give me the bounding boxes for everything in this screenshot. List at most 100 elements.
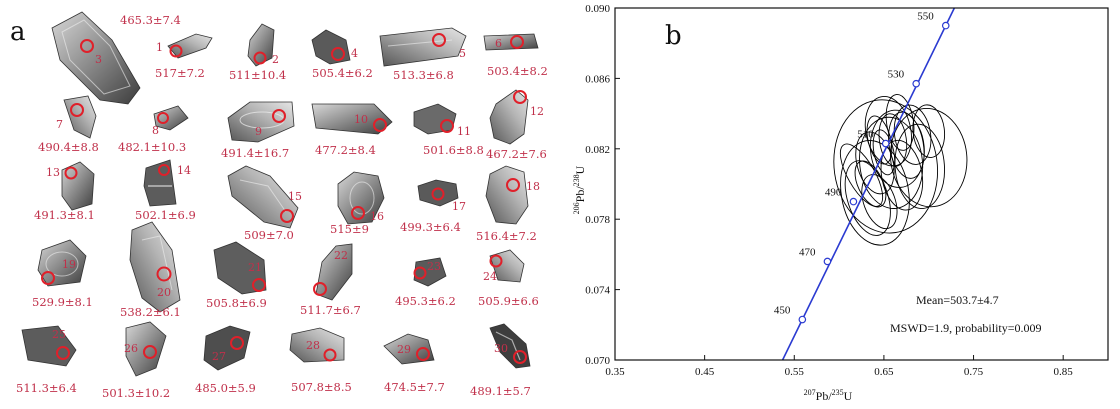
zircon-grain-25: 25 511.3±6.4 xyxy=(16,325,77,395)
concordia-age-label: 550 xyxy=(917,11,934,23)
svg-text:482.1±10.3: 482.1±10.3 xyxy=(118,140,186,154)
zircon-cl-image: a 3 465.3±7.4 1 517±7.2 2 511±10.4 4 505… xyxy=(10,11,548,400)
y-axis-title: 206Pb/238U xyxy=(572,165,587,214)
concordia-age-marker xyxy=(823,257,832,266)
svg-text:467.2±7.6: 467.2±7.6 xyxy=(486,147,547,161)
error-ellipse xyxy=(893,104,932,165)
error-ellipse xyxy=(833,99,939,234)
concordia-panel: 450 470 490 510 530 550 0.35 0.45 0.55 0.65 0.75 0… xyxy=(560,0,1120,405)
zircon-grain-29: 29 474.5±7.7 xyxy=(383,333,445,394)
svg-text:491.3±8.1: 491.3±8.1 xyxy=(34,208,95,222)
svg-text:495.3±6.2: 495.3±6.2 xyxy=(395,294,456,308)
svg-text:489.1±5.7: 489.1±5.7 xyxy=(470,384,531,398)
concordia-age-label: 470 xyxy=(799,246,816,258)
zircon-grain-9: 9 491.4±16.7 xyxy=(221,101,295,160)
svg-text:15: 15 xyxy=(288,190,302,203)
x-axis-title: 207Pb/235U xyxy=(804,388,853,403)
svg-text:30: 30 xyxy=(494,342,508,355)
svg-text:18: 18 xyxy=(526,180,540,193)
svg-text:491.4±16.7: 491.4±16.7 xyxy=(221,146,289,160)
svg-text:511.3±6.4: 511.3±6.4 xyxy=(16,381,77,395)
svg-text:511.7±6.7: 511.7±6.7 xyxy=(300,303,361,317)
error-ellipse xyxy=(890,107,968,208)
zircon-grain-27: 27 485.0±5.9 xyxy=(195,325,256,395)
zircon-grain-18: 18 516.4±7.2 xyxy=(476,165,540,243)
concordia-age-marker xyxy=(941,21,950,30)
svg-text:505.9±6.6: 505.9±6.6 xyxy=(478,294,539,308)
svg-text:509±7.0: 509±7.0 xyxy=(244,228,294,242)
concordia-age-marker xyxy=(849,197,858,206)
x-tick-label: 0.65 xyxy=(874,366,894,378)
error-ellipse xyxy=(854,160,887,208)
zircon-grain-15: 15 509±7.0 xyxy=(227,165,302,242)
zircon-grain-10: 10 477.2±8.4 xyxy=(311,103,393,157)
y-tick-label: 0.082 xyxy=(585,144,610,156)
zircon-grain-21: 21 505.8±6.9 xyxy=(206,241,267,310)
zircon-grain-14: 14 502.1±6.9 xyxy=(135,159,196,222)
error-ellipse xyxy=(894,123,945,210)
svg-text:515±9: 515±9 xyxy=(330,222,369,236)
svg-text:5: 5 xyxy=(459,47,466,60)
svg-text:538.2±6.1: 538.2±6.1 xyxy=(120,305,181,319)
concordia-age-label: 490 xyxy=(825,187,842,199)
svg-text:2: 2 xyxy=(272,53,279,66)
svg-text:8: 8 xyxy=(152,124,159,137)
svg-text:16: 16 xyxy=(370,210,384,223)
panel-label-a: a xyxy=(10,17,26,47)
zircon-grain-11: 11 501.6±8.8 xyxy=(413,103,484,157)
svg-text:10: 10 xyxy=(354,113,368,126)
y-tick-label: 0.090 xyxy=(585,3,610,15)
zircon-grain-16: 16 515±9 xyxy=(330,171,385,236)
svg-text:23: 23 xyxy=(427,260,441,273)
mswd-label: MSWD=1.9, probability=0.009 xyxy=(890,321,1042,335)
svg-text:29: 29 xyxy=(397,343,411,356)
zircon-grain-4: 4 505.4±6.2 xyxy=(311,29,373,80)
svg-text:513.3±6.8: 513.3±6.8 xyxy=(393,68,454,82)
error-ellipse xyxy=(888,111,925,179)
svg-text:507.8±8.5: 507.8±8.5 xyxy=(291,380,352,394)
svg-text:485.0±5.9: 485.0±5.9 xyxy=(195,381,256,395)
svg-text:501.3±10.2: 501.3±10.2 xyxy=(102,386,170,400)
zircon-grain-17: 17 499.3±6.4 xyxy=(400,179,466,234)
svg-text:6: 6 xyxy=(495,37,502,50)
error-ellipse xyxy=(866,115,893,165)
svg-text:1: 1 xyxy=(156,41,163,54)
svg-text:529.9±8.1: 529.9±8.1 xyxy=(32,295,93,309)
zircon-grain-8: 8 482.1±10.3 xyxy=(118,105,189,154)
svg-text:11: 11 xyxy=(457,125,471,138)
error-ellipse xyxy=(878,113,908,167)
svg-text:465.3±7.4: 465.3±7.4 xyxy=(120,13,181,27)
error-ellipse xyxy=(844,160,891,236)
x-tick-label: 0.35 xyxy=(605,366,625,378)
x-tick-label: 0.75 xyxy=(964,366,984,378)
zircon-grain-2: 2 511±10.4 xyxy=(229,23,286,82)
zircon-grain-24: 24 505.9±6.6 xyxy=(478,249,539,308)
mean-age-label: Mean=503.7±4.7 xyxy=(916,293,999,307)
zircon-grain-22: 22 511.7±6.7 xyxy=(300,243,361,317)
error-ellipse xyxy=(840,140,910,246)
zircon-grain-12: 12 467.2±7.6 xyxy=(486,89,547,161)
concordia-line xyxy=(781,7,956,361)
y-tick-label: 0.070 xyxy=(585,355,610,367)
svg-text:22: 22 xyxy=(334,249,348,262)
svg-text:28: 28 xyxy=(306,339,320,352)
concordia-age-label: 530 xyxy=(888,69,905,81)
svg-text:12: 12 xyxy=(530,105,544,118)
x-tick-label: 0.45 xyxy=(695,366,715,378)
zircon-grain-1: 1 517±7.2 xyxy=(155,33,213,80)
error-ellipse xyxy=(861,174,898,230)
zircon-grain-7: 7 490.4±8.8 xyxy=(38,95,99,154)
concordia-age-marker xyxy=(881,139,890,148)
concordia-curve: 450 470 490 510 530 550 xyxy=(774,7,956,361)
svg-text:505.8±6.9: 505.8±6.9 xyxy=(206,296,267,310)
svg-text:27: 27 xyxy=(212,350,226,363)
svg-text:13: 13 xyxy=(46,166,60,179)
svg-text:477.2±8.4: 477.2±8.4 xyxy=(315,143,376,157)
svg-text:474.5±7.7: 474.5±7.7 xyxy=(384,380,445,394)
svg-text:14: 14 xyxy=(177,164,191,177)
svg-text:517±7.2: 517±7.2 xyxy=(155,66,205,80)
zircon-grain-6: 6 503.4±8.2 xyxy=(483,33,548,78)
panel-label-b: b xyxy=(665,21,682,51)
zircon-grain-23: 23 495.3±6.2 xyxy=(395,257,456,308)
